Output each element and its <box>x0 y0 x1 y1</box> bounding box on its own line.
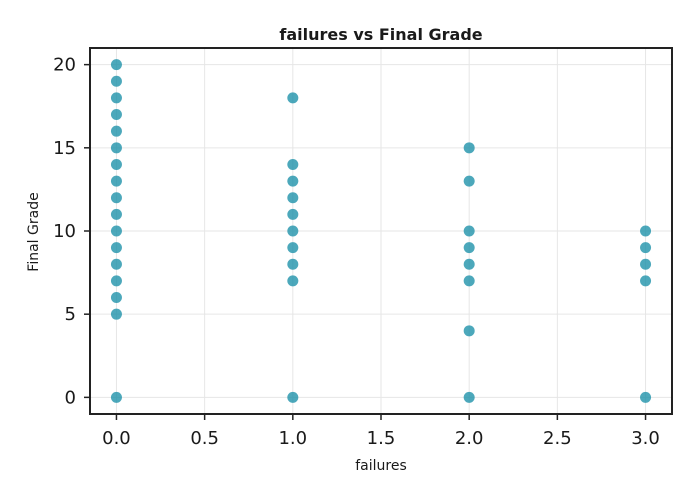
x-axis-label: failures <box>355 458 407 474</box>
x-axis-ticks: 0.0 0.5 1.0 1.5 2.0 2.5 3.0 <box>102 414 660 449</box>
data-point <box>110 292 122 304</box>
data-point <box>110 258 122 270</box>
y-tick-label: 5 <box>65 304 76 325</box>
data-point <box>463 258 475 270</box>
x-tick-label: 0.0 <box>102 428 131 449</box>
data-point <box>110 158 122 170</box>
y-tick-label: 20 <box>53 55 76 76</box>
y-axis-label: Final Grade <box>26 192 42 271</box>
data-point <box>110 142 122 154</box>
data-points <box>110 59 652 403</box>
data-point <box>287 192 299 204</box>
data-point <box>463 325 475 337</box>
data-point <box>463 391 475 403</box>
data-point <box>287 175 299 187</box>
x-tick-label: 3.0 <box>631 428 660 449</box>
grid-lines <box>90 48 672 414</box>
data-point <box>640 391 652 403</box>
y-tick-label: 10 <box>53 221 76 242</box>
data-point <box>110 192 122 204</box>
data-point <box>110 125 122 137</box>
data-point <box>463 225 475 237</box>
data-point <box>640 225 652 237</box>
data-point <box>287 158 299 170</box>
data-point <box>110 208 122 220</box>
y-tick-label: 0 <box>65 387 76 408</box>
y-tick-label: 15 <box>53 138 76 159</box>
data-point <box>463 142 475 154</box>
data-point <box>287 208 299 220</box>
data-point <box>110 59 122 71</box>
data-point <box>287 258 299 270</box>
x-tick-label: 1.5 <box>367 428 396 449</box>
x-tick-label: 2.0 <box>455 428 484 449</box>
data-point <box>640 242 652 254</box>
data-point <box>110 109 122 121</box>
data-point <box>640 275 652 287</box>
chart-title: failures vs Final Grade <box>279 25 482 44</box>
data-point <box>463 175 475 187</box>
y-axis-ticks: 0 5 10 15 20 <box>53 55 90 408</box>
x-tick-label: 0.5 <box>190 428 219 449</box>
data-point <box>287 391 299 403</box>
data-point <box>640 258 652 270</box>
data-point <box>110 92 122 104</box>
data-point <box>463 275 475 287</box>
data-point <box>110 308 122 320</box>
x-tick-label: 2.5 <box>543 428 572 449</box>
data-point <box>110 75 122 87</box>
data-point <box>287 242 299 254</box>
data-point <box>287 92 299 104</box>
data-point <box>110 242 122 254</box>
data-point <box>110 275 122 287</box>
data-point <box>463 242 475 254</box>
x-tick-label: 1.0 <box>278 428 307 449</box>
data-point <box>110 175 122 187</box>
data-point <box>287 275 299 287</box>
data-point <box>287 225 299 237</box>
data-point <box>110 225 122 237</box>
data-point <box>110 391 122 403</box>
